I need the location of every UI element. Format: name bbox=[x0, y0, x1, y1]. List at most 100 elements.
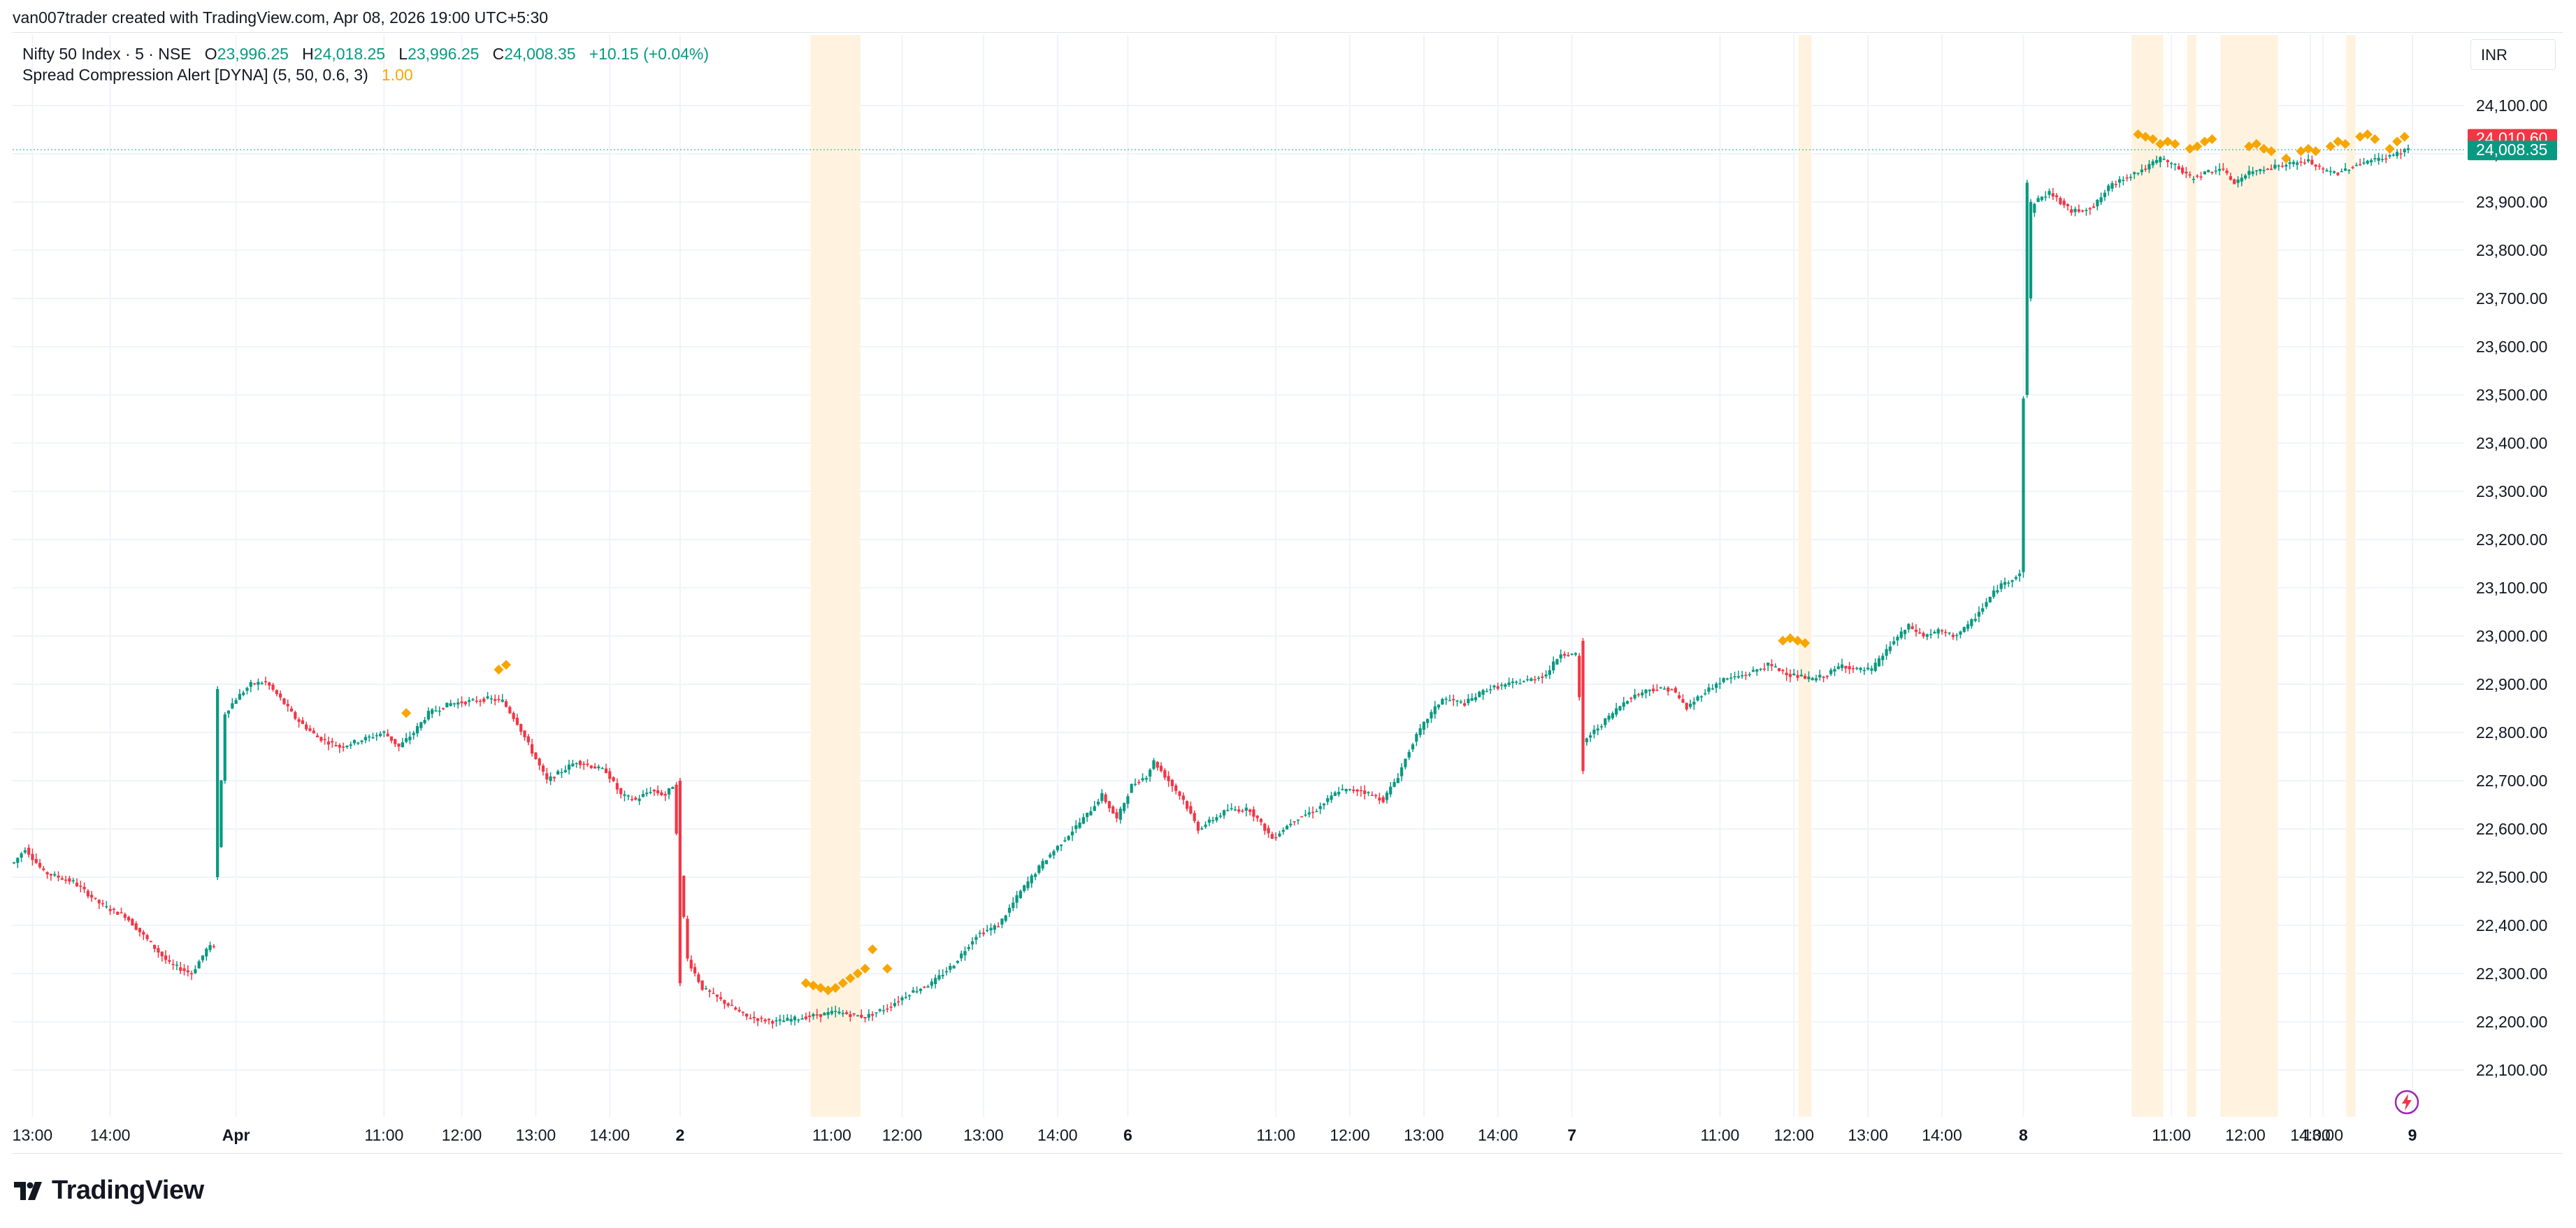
candle-body bbox=[1622, 702, 1625, 707]
symbol-label[interactable]: Nifty 50 Index · 5 · NSE bbox=[22, 45, 192, 63]
candle-body bbox=[2140, 169, 2143, 173]
candle-body bbox=[197, 961, 201, 969]
candle-body bbox=[1548, 670, 1551, 675]
alert-lightning-icon[interactable] bbox=[2394, 1089, 2420, 1115]
price-tick-label: 22,500.00 bbox=[2476, 868, 2547, 886]
candle-body bbox=[1533, 679, 1537, 681]
candle-body bbox=[1515, 681, 1518, 683]
candle-body bbox=[1655, 689, 1659, 691]
indicator-label[interactable]: Spread Compression Alert [DYNA] (5, 50, … bbox=[22, 66, 368, 84]
candle-body bbox=[834, 1011, 837, 1013]
candle-body bbox=[212, 946, 215, 948]
candle-body bbox=[2229, 176, 2233, 180]
candle-body bbox=[1281, 830, 1285, 832]
candle-body bbox=[452, 703, 456, 705]
candle-body bbox=[2262, 170, 2266, 171]
candle-body bbox=[930, 981, 933, 986]
currency-selector[interactable]: INR bbox=[2470, 39, 2556, 70]
candle-body bbox=[886, 1009, 889, 1010]
candle-body bbox=[2114, 184, 2117, 185]
candle-body bbox=[1133, 783, 1137, 786]
candle-body bbox=[364, 737, 367, 741]
candle-body bbox=[1911, 626, 1914, 630]
candle-body bbox=[593, 766, 597, 769]
candle-body bbox=[1704, 693, 1707, 695]
high-value: 24,018.25 bbox=[313, 45, 386, 63]
candle-body bbox=[793, 1016, 797, 1020]
candle-body bbox=[220, 780, 223, 847]
candle-body bbox=[1144, 778, 1148, 780]
candle-body bbox=[2373, 158, 2377, 160]
candle-body bbox=[2162, 159, 2166, 160]
candle-body bbox=[2133, 172, 2136, 175]
candle-body bbox=[1844, 665, 1848, 669]
candle-body bbox=[382, 731, 386, 733]
tradingview-logo-icon bbox=[14, 1181, 42, 1200]
price-tick-label: 23,300.00 bbox=[2476, 482, 2547, 500]
candle-body bbox=[2240, 178, 2243, 182]
candle-body bbox=[723, 999, 726, 1004]
candle-body bbox=[997, 926, 1000, 927]
indicator-marker bbox=[868, 944, 878, 955]
indicator-marker bbox=[501, 660, 512, 670]
candle-body bbox=[1662, 688, 1667, 690]
candle-body bbox=[1226, 809, 1230, 811]
candle-body bbox=[1788, 674, 1792, 677]
candle-body bbox=[1711, 688, 1714, 690]
candle-body bbox=[1181, 795, 1185, 800]
candle-body bbox=[2081, 210, 2085, 212]
indicator-marker bbox=[823, 985, 833, 996]
candle-body bbox=[726, 1003, 730, 1006]
candle-body bbox=[1888, 646, 1892, 651]
candle-body bbox=[426, 711, 430, 720]
candle-body bbox=[1426, 718, 1430, 723]
candle-body bbox=[1615, 708, 1618, 715]
candle-body bbox=[2347, 170, 2351, 171]
candle-body bbox=[79, 886, 82, 887]
candle-body bbox=[2259, 169, 2262, 171]
candle-body bbox=[730, 1004, 734, 1006]
candle-body bbox=[778, 1019, 782, 1021]
candle-body bbox=[960, 953, 963, 959]
candle-body bbox=[1607, 715, 1611, 720]
indicator-marker bbox=[882, 963, 893, 974]
indicator-marker bbox=[2384, 143, 2395, 154]
candle-body bbox=[1355, 789, 1359, 792]
candle-body bbox=[145, 935, 149, 939]
candle-body bbox=[1244, 807, 1248, 811]
candle-body bbox=[719, 997, 723, 999]
candle-body bbox=[1741, 675, 1744, 677]
candle-body bbox=[856, 1015, 860, 1017]
tradingview-logo-text: TradingView bbox=[52, 1176, 204, 1205]
candle-body bbox=[1599, 726, 1604, 728]
candle-body bbox=[649, 791, 652, 793]
open-label: O bbox=[204, 45, 217, 63]
tradingview-logo[interactable]: TradingView bbox=[14, 1176, 204, 1206]
candle-body bbox=[60, 878, 64, 880]
candle-body bbox=[1000, 918, 1004, 925]
candle-body bbox=[1389, 786, 1393, 795]
candle-body bbox=[360, 740, 364, 742]
candle-body bbox=[305, 724, 308, 730]
candle-body bbox=[1592, 730, 1596, 735]
candle-body bbox=[2122, 180, 2125, 181]
indicator-marker bbox=[2370, 134, 2380, 145]
candle-body bbox=[563, 770, 567, 772]
candle-body bbox=[2210, 171, 2214, 173]
candle-body bbox=[1023, 885, 1026, 891]
candle-body bbox=[534, 752, 538, 760]
candle-body bbox=[1233, 809, 1237, 811]
candle-body bbox=[1985, 602, 1988, 607]
candle-body bbox=[2159, 157, 2162, 163]
candle-body bbox=[157, 948, 160, 953]
price-tick-label: 22,800.00 bbox=[2476, 723, 2547, 742]
candle-body bbox=[641, 794, 645, 797]
time-tick-label: 11:00 bbox=[1700, 1126, 1739, 1144]
candle-body bbox=[45, 872, 49, 874]
price-tick-label: 23,700.00 bbox=[2476, 289, 2547, 308]
ohlc-row: Nifty 50 Index · 5 · NSE O23,996.25 H24,… bbox=[22, 43, 709, 64]
candle-body bbox=[368, 736, 371, 738]
candle-body bbox=[1448, 700, 1452, 702]
candle-body bbox=[2099, 197, 2103, 203]
